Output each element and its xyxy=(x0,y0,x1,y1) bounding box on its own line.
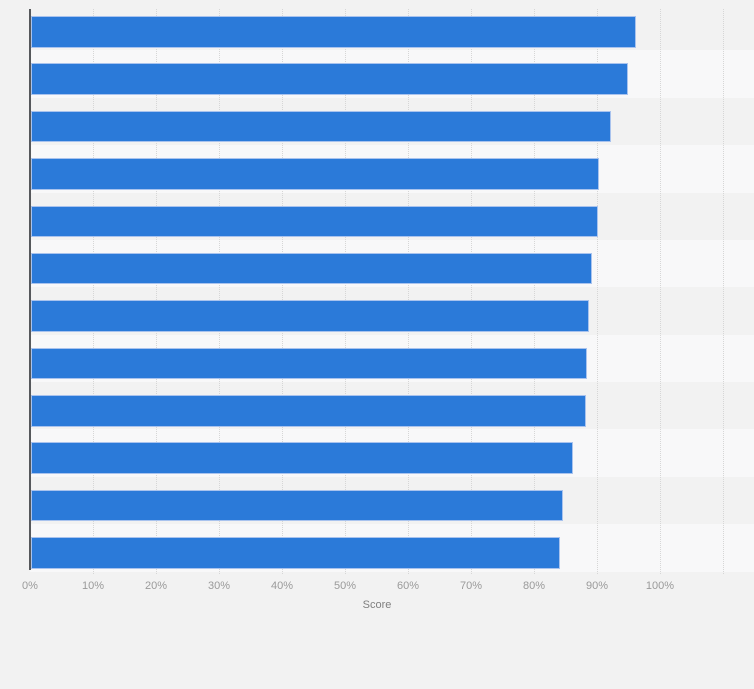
x-tick-label: 0% xyxy=(22,580,38,592)
x-tick-label: 60% xyxy=(396,580,420,592)
x-tick-label: 90% xyxy=(585,580,609,592)
bar[interactable] xyxy=(31,63,628,95)
x-axis-title: Score xyxy=(362,599,392,611)
x-gridline xyxy=(660,9,661,574)
bar[interactable] xyxy=(31,537,560,569)
bar[interactable] xyxy=(31,110,612,143)
bar[interactable] xyxy=(31,442,573,474)
x-tick-label: 70% xyxy=(459,580,483,592)
x-gridline xyxy=(156,9,157,574)
x-gridline xyxy=(723,9,724,574)
bar[interactable] xyxy=(31,16,637,48)
bar[interactable] xyxy=(31,300,590,332)
x-tick-label: 40% xyxy=(270,580,294,592)
x-tick-label: 10% xyxy=(81,580,105,592)
y-axis-line xyxy=(29,9,31,570)
x-gridline xyxy=(534,9,535,574)
x-tick-label: 100% xyxy=(645,580,675,592)
x-gridline xyxy=(345,9,346,574)
x-tick-label: 20% xyxy=(144,580,168,592)
bar[interactable] xyxy=(31,395,587,427)
x-gridline xyxy=(282,9,283,574)
bar[interactable] xyxy=(31,489,563,522)
x-gridline xyxy=(408,9,409,574)
x-gridline xyxy=(597,9,598,574)
bar[interactable] xyxy=(31,205,598,238)
bar[interactable] xyxy=(31,252,592,285)
x-tick-label: 50% xyxy=(333,580,357,592)
x-gridline xyxy=(219,9,220,574)
x-gridline xyxy=(471,9,472,574)
bar[interactable] xyxy=(31,158,600,190)
x-gridline xyxy=(93,9,94,574)
bar[interactable] xyxy=(31,347,588,380)
x-tick-label: 30% xyxy=(207,580,231,592)
x-tick-label: 80% xyxy=(522,580,546,592)
